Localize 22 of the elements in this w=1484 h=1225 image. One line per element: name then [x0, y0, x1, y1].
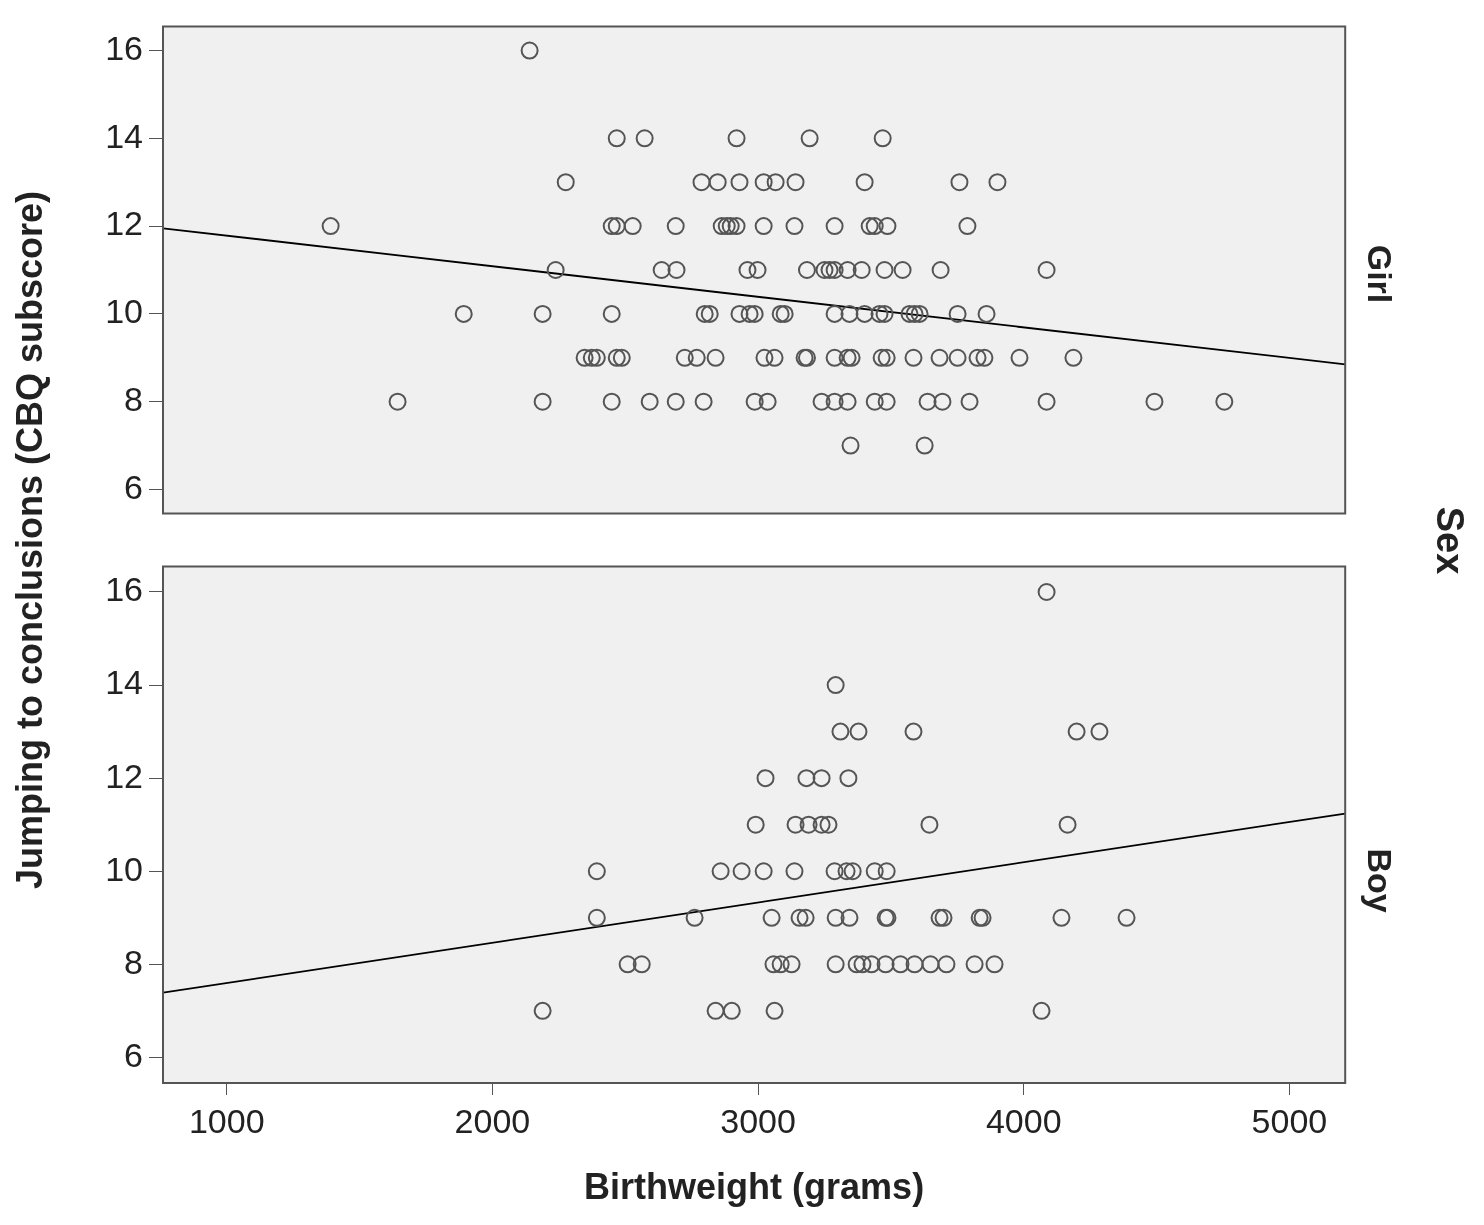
- x-tick-label: 2000: [454, 1101, 531, 1140]
- x-tick-label: 1000: [188, 1101, 265, 1140]
- x-tick-label: 3000: [720, 1101, 796, 1140]
- y-tick-label: 16: [105, 28, 143, 67]
- y-tick-label: 6: [124, 467, 143, 506]
- y-tick-label: 12: [105, 756, 143, 795]
- y-tick-label: 14: [105, 663, 143, 702]
- text: Sex: [1428, 506, 1472, 574]
- y-tick-label: 8: [124, 380, 143, 419]
- x-tick-label: 5000: [1251, 1101, 1328, 1140]
- y-tick-label: 8: [124, 942, 143, 981]
- y-tick-label: 10: [105, 292, 143, 331]
- y-tick-label: 10: [105, 849, 143, 888]
- text: Boy: [1361, 848, 1400, 913]
- y-tick-label: 16: [105, 570, 143, 609]
- y-tick-label: 14: [105, 116, 143, 155]
- y-tick-label: 6: [124, 1035, 143, 1074]
- x-tick-label: 4000: [985, 1101, 1062, 1140]
- y-axis-title: Jumping to conclusions (CBQ subscore): [9, 190, 52, 890]
- text: Girl: [1361, 244, 1400, 304]
- y-tick-label: 12: [105, 204, 143, 243]
- x-axis-title: Birthweight (grams): [584, 1166, 925, 1208]
